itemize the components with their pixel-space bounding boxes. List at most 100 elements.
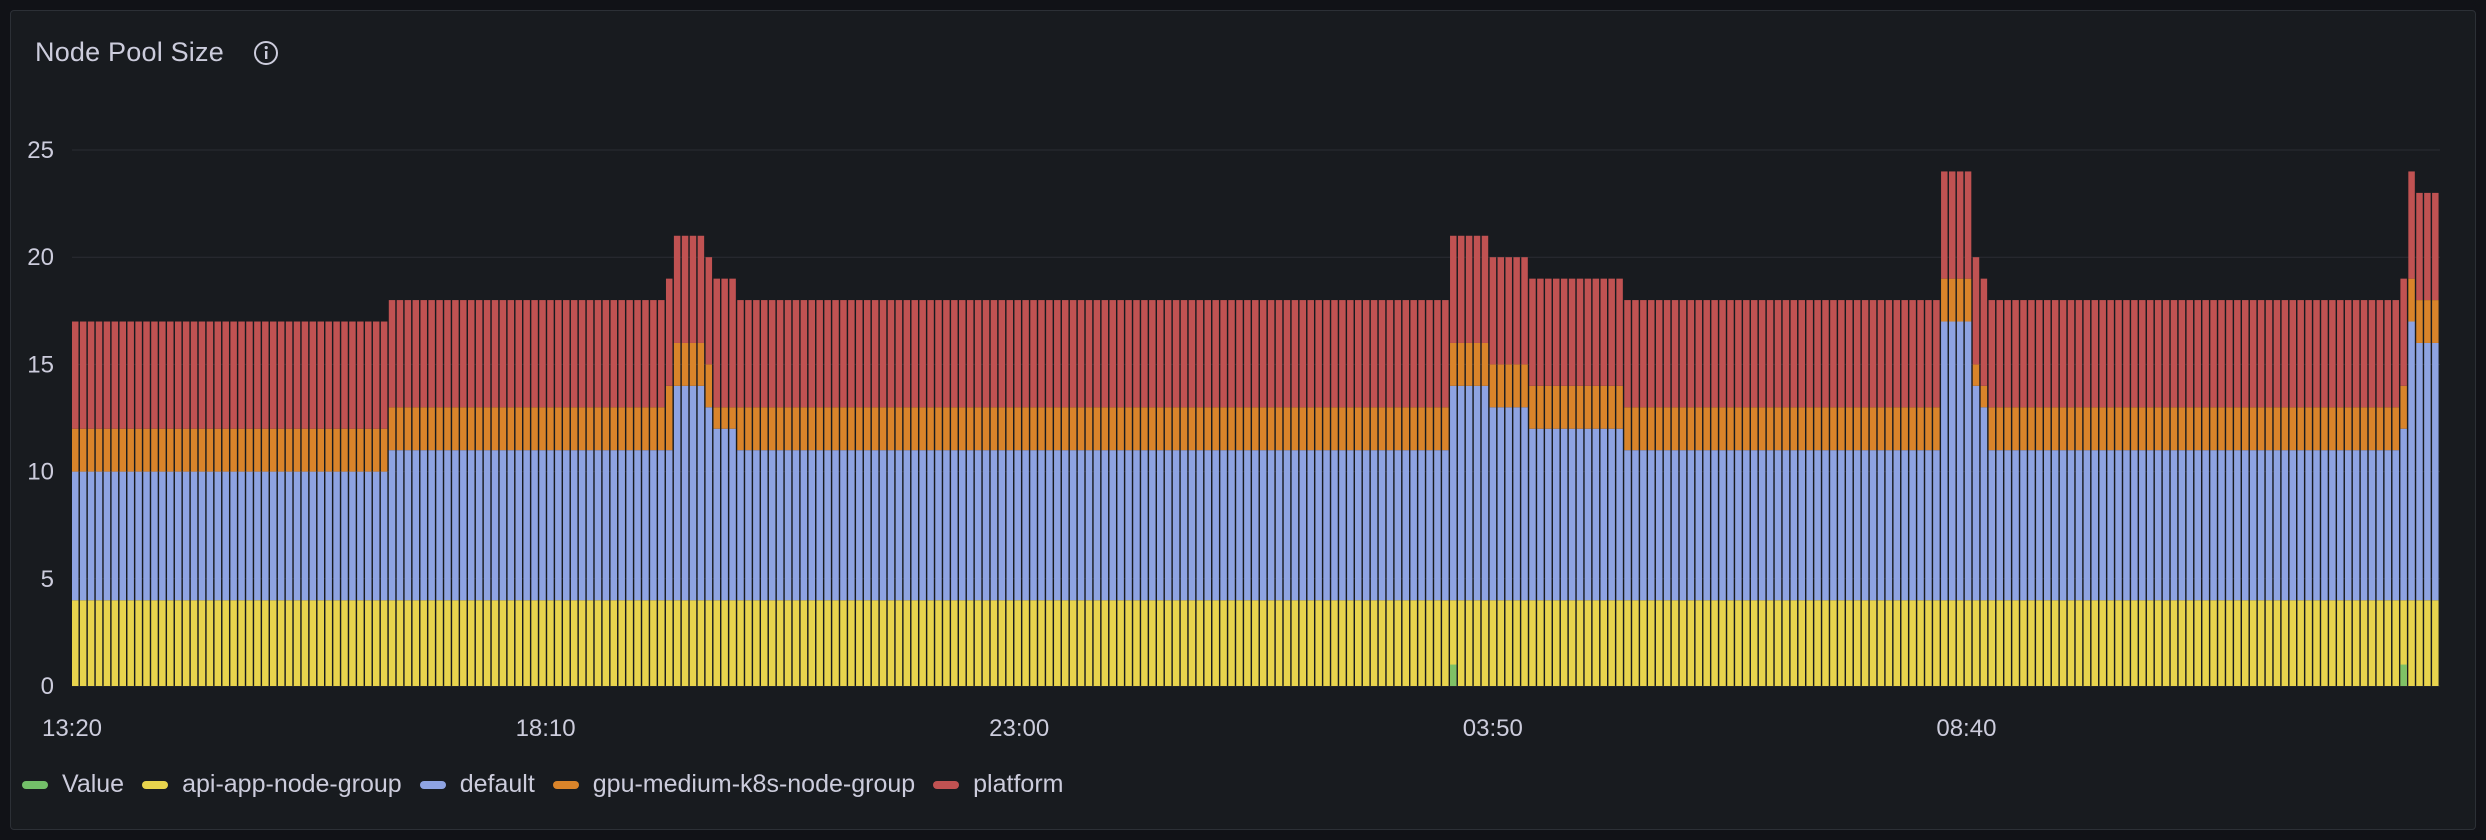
- bar-default: [2337, 450, 2344, 601]
- bar-api-app-node-group: [1315, 600, 1322, 686]
- bar-platform: [547, 300, 554, 408]
- bar-api-app-node-group: [2170, 600, 2178, 686]
- bar-gpu-medium-k8s-node-group: [1743, 407, 1750, 451]
- bar-platform: [1790, 300, 1798, 408]
- bar-gpu-medium-k8s-node-group: [349, 428, 356, 472]
- bar-default: [1410, 450, 1417, 601]
- bar-api-app-node-group: [2162, 600, 2170, 686]
- bar-api-app-node-group: [1537, 600, 1544, 686]
- bar-api-app-node-group: [1212, 600, 1219, 686]
- bar-gpu-medium-k8s-node-group: [79, 428, 87, 472]
- bar-platform: [1339, 300, 1346, 408]
- bar-gpu-medium-k8s-node-group: [380, 428, 388, 472]
- bar-gpu-medium-k8s-node-group: [1774, 407, 1782, 451]
- bar-gpu-medium-k8s-node-group: [555, 407, 562, 451]
- bar-default: [1157, 450, 1164, 601]
- bar-api-app-node-group: [2059, 600, 2067, 686]
- bar-api-app-node-group: [436, 600, 443, 686]
- bar-api-app-node-group: [1750, 600, 1758, 686]
- bar-platform: [1814, 300, 1821, 408]
- bar-default: [974, 450, 982, 601]
- bar-gpu-medium-k8s-node-group: [1244, 407, 1251, 451]
- x-tick-label: 23:00: [989, 715, 1049, 742]
- bar-platform: [1988, 300, 1996, 408]
- bar-default: [1061, 450, 1069, 601]
- bar-platform: [1972, 257, 1980, 365]
- legend-item-platform[interactable]: platform: [933, 770, 1063, 799]
- bar-api-app-node-group: [776, 600, 784, 686]
- bar-platform: [1956, 171, 1964, 279]
- legend-item-default[interactable]: default: [419, 770, 535, 799]
- bar-platform: [602, 300, 610, 408]
- bar-api-app-node-group: [1735, 600, 1742, 686]
- bar-api-app-node-group: [1608, 600, 1615, 686]
- bar-api-app-node-group: [1711, 600, 1718, 686]
- bar-platform: [2178, 300, 2186, 408]
- bar-gpu-medium-k8s-node-group: [325, 428, 332, 472]
- bar-default: [1703, 450, 1710, 601]
- bar-gpu-medium-k8s-node-group: [333, 428, 340, 472]
- bar-api-app-node-group: [1291, 600, 1299, 686]
- bar-gpu-medium-k8s-node-group: [594, 407, 602, 451]
- bar-gpu-medium-k8s-node-group: [2249, 407, 2257, 451]
- bar-gpu-medium-k8s-node-group: [2186, 407, 2194, 451]
- bar-platform: [1529, 278, 1536, 386]
- bar-default: [2400, 428, 2407, 601]
- bar-default: [1489, 407, 1497, 601]
- bar-default: [1473, 385, 1481, 601]
- bar-default: [816, 450, 823, 601]
- bar-api-app-node-group: [2432, 600, 2439, 686]
- bar-default: [372, 471, 380, 601]
- bar-default: [198, 471, 206, 601]
- bar-platform: [658, 300, 665, 408]
- bar-api-app-node-group: [1141, 600, 1148, 686]
- bar-gpu-medium-k8s-node-group: [2115, 407, 2122, 451]
- bar-platform: [1925, 300, 1932, 408]
- bar-api-app-node-group: [1339, 600, 1346, 686]
- bar-default: [277, 471, 285, 601]
- bar-default: [301, 471, 309, 601]
- bar-default: [1038, 450, 1045, 601]
- bar-default: [1149, 450, 1156, 601]
- bar-api-app-node-group: [650, 600, 657, 686]
- bar-gpu-medium-k8s-node-group: [214, 428, 222, 472]
- legend-item-gpu-medium-k8s-node-group[interactable]: gpu-medium-k8s-node-group: [552, 770, 915, 799]
- info-circle-icon[interactable]: [252, 39, 280, 67]
- bar-default: [681, 385, 689, 601]
- bar-api-app-node-group: [737, 600, 744, 686]
- bar-gpu-medium-k8s-node-group: [127, 428, 134, 472]
- bar-platform: [2242, 300, 2249, 408]
- bar-api-app-node-group: [444, 600, 451, 686]
- legend-item-Value[interactable]: Value: [22, 770, 124, 799]
- bar-default: [990, 450, 998, 601]
- bar-gpu-medium-k8s-node-group: [1442, 407, 1449, 451]
- bar-default: [1141, 450, 1148, 601]
- bar-platform: [2170, 300, 2178, 408]
- bar-default: [2146, 450, 2154, 601]
- bar-platform: [1212, 300, 1219, 408]
- bar-gpu-medium-k8s-node-group: [1378, 407, 1386, 451]
- bar-default: [2059, 450, 2067, 601]
- bar-api-app-node-group: [2194, 600, 2201, 686]
- bar-default: [887, 450, 895, 601]
- bar-gpu-medium-k8s-node-group: [1933, 407, 1940, 451]
- bar-gpu-medium-k8s-node-group: [460, 407, 467, 451]
- legend-item-api-app-node-group[interactable]: api-app-node-group: [142, 770, 402, 799]
- bar-platform: [1648, 300, 1655, 408]
- bar-gpu-medium-k8s-node-group: [959, 407, 966, 451]
- bar-default: [1291, 450, 1299, 601]
- bar-platform: [1204, 300, 1212, 408]
- bar-gpu-medium-k8s-node-group: [887, 407, 895, 451]
- bar-api-app-node-group: [832, 600, 839, 686]
- bar-platform: [1719, 300, 1726, 408]
- bar-platform: [998, 300, 1006, 408]
- bar-default: [2384, 450, 2392, 601]
- bar-api-app-node-group: [1545, 600, 1552, 686]
- bar-platform: [1822, 300, 1829, 408]
- bar-api-app-node-group: [1157, 600, 1164, 686]
- bar-default: [1054, 450, 1061, 601]
- bar-platform: [111, 321, 119, 429]
- bar-default: [499, 450, 507, 601]
- bar-api-app-node-group: [1956, 600, 1964, 686]
- bar-api-app-node-group: [1347, 600, 1354, 686]
